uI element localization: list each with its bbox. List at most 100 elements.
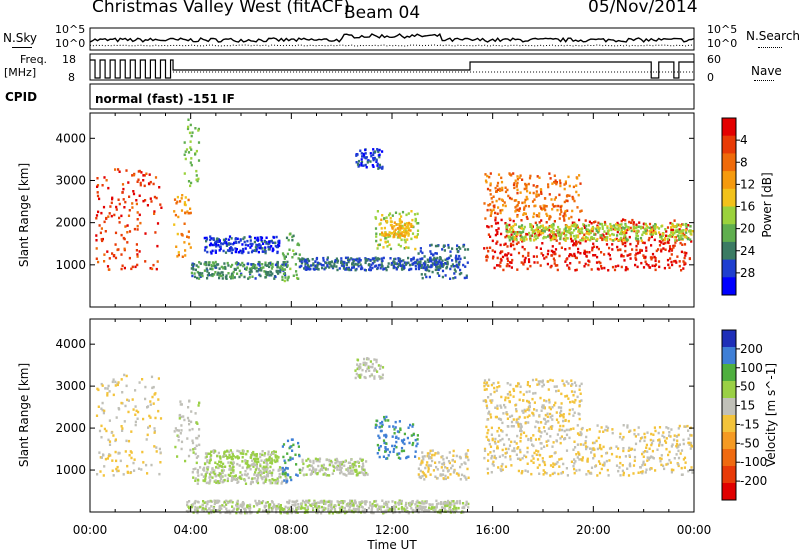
power-colorbar-segment [722,277,736,296]
freq-tick-top: 18 [62,53,76,66]
power-colorbar-tick-label: 24 [740,244,755,258]
velocity-colorbar-frame [721,329,737,501]
velocity-ytick-label: 3000 [55,379,86,393]
velocity-colorbar-segment [722,330,736,348]
time-tick-label: 00:00 [677,523,712,537]
power-echo-region [483,218,693,272]
power-colorbar: 4 8 12 16 20 24 28 [721,117,755,296]
velocity-colorbar-segment [722,466,736,484]
power-colorbar-segment [722,241,736,261]
time-tick-label: 20:00 [576,523,611,537]
velocity-colorbar-segment [722,483,736,501]
power-colorbar-tick-label: 16 [740,200,755,214]
nave-legend-line [754,80,774,81]
power-panel: 1000 2000 3000 4000 [55,112,695,308]
power-colorbar-segment [722,153,736,172]
velocity-colorbar-tick-label: 200 [740,342,763,356]
velocity-echo-region [299,457,369,477]
velocity-colorbar-tick-label: 50 [740,380,755,394]
power-colorbar-tick-label: 8 [740,155,748,169]
nsearch-tick-bottom: 10^0 [707,37,738,50]
power-echo-region [173,194,192,258]
velocity-colorbar-segment [722,432,736,450]
power-echo-region [380,218,414,238]
velocity-colorbar-segment [722,415,736,433]
time-tick-label: 16:00 [475,523,510,537]
nsky-tick-bottom: 10^0 [55,37,86,50]
power-ytick-label: 1000 [55,258,86,272]
power-colorbar-tick-label: 12 [740,177,755,191]
time-tick-label: 04:00 [173,523,208,537]
cpid-frame [89,83,695,110]
velocity-echo-region [95,373,163,477]
beam-label: Beam 04 [344,3,421,23]
velocity-colorbar-tick-label: -200 [740,474,767,488]
velocity-colorbar-tick-label: -100 [740,455,767,469]
nave-tick-top: 60 [707,53,721,66]
power-ytick-label: 4000 [55,131,86,145]
nsky-label: N.Sky [3,31,38,45]
power-ytick-label: 3000 [55,173,86,187]
nsearch-tick-top: 10^5 [707,23,738,36]
power-echo-region [203,235,281,255]
power-echo-region [417,243,470,280]
velocity-ytick-label: 1000 [55,463,86,477]
velocity-colorbar-segment [722,449,736,467]
cpid-strip [89,83,695,110]
velocity-ylabel: Slant Range [km] [17,362,31,468]
velocity-colorbar-tick-label: -50 [740,436,760,450]
freq-line [90,59,694,79]
nsearch-label: N.Search [746,29,800,43]
nsky-line [89,33,695,43]
velocity-echo-region [354,357,385,380]
freq-frame [89,53,695,81]
velocity-colorbar-tick-label: 15 [740,399,755,413]
power-echo-region [483,172,583,221]
nave-tick-bottom: 0 [707,71,714,84]
station-title: Christmas Valley West (fitACF) [92,0,351,17]
power-colorbar-segment [722,188,736,207]
velocity-echo-region [173,399,201,465]
power-echo-region [190,260,289,280]
freq-label: Freq. [20,53,48,66]
freq-strip [89,53,695,81]
velocity-background [90,319,694,512]
velocity-echo-region [281,438,301,484]
power-ylabel: Slant Range [km] [17,162,31,268]
velocity-panel: 1000 2000 3000 4000 [55,318,695,515]
velocity-colorbar-segment [722,381,736,399]
power-colorbar-segment [722,118,736,137]
velocity-echo-region [482,378,583,426]
velocity-echo-region [483,424,694,477]
power-echo-region [505,222,694,242]
freq-tick-bottom: 8 [68,71,75,84]
time-tick-label: 08:00 [274,523,309,537]
power-echo-region [298,256,444,272]
power-echo-region [281,232,301,283]
nsky-tick-top: 10^5 [55,23,86,36]
power-colorbar-label: Power [dB] [760,172,774,238]
power-colorbar-tick-label: 28 [740,266,755,280]
velocity-echo-region [374,415,419,460]
velocity-ytick-label: 2000 [55,421,86,435]
cpid-value: normal (fast) -151 IF [95,92,235,106]
time-axis: 00:00 04:00 08:00 12:00 16:00 20:00 00:00 [73,523,712,537]
nave-label: Nave [751,64,782,78]
nsearch-legend-line [758,47,782,48]
power-colorbar-segment [722,206,736,225]
time-xlabel: Time UT [367,538,417,552]
velocity-ytick-label: 4000 [55,337,86,351]
power-ytick-label: 2000 [55,216,86,230]
cpid-label: CPID [5,90,38,104]
power-colorbar-segment [722,135,736,154]
freq-unit-label: [MHz] [4,66,37,79]
power-echo-region [355,148,384,170]
time-tick-label: 12:00 [375,523,410,537]
velocity-echo-region [203,449,280,469]
nsky-legend-line [12,47,32,48]
velocity-colorbar-segment [722,364,736,382]
power-background [90,113,694,307]
time-tick-label: 00:00 [73,523,108,537]
power-colorbar-segment [722,171,736,190]
